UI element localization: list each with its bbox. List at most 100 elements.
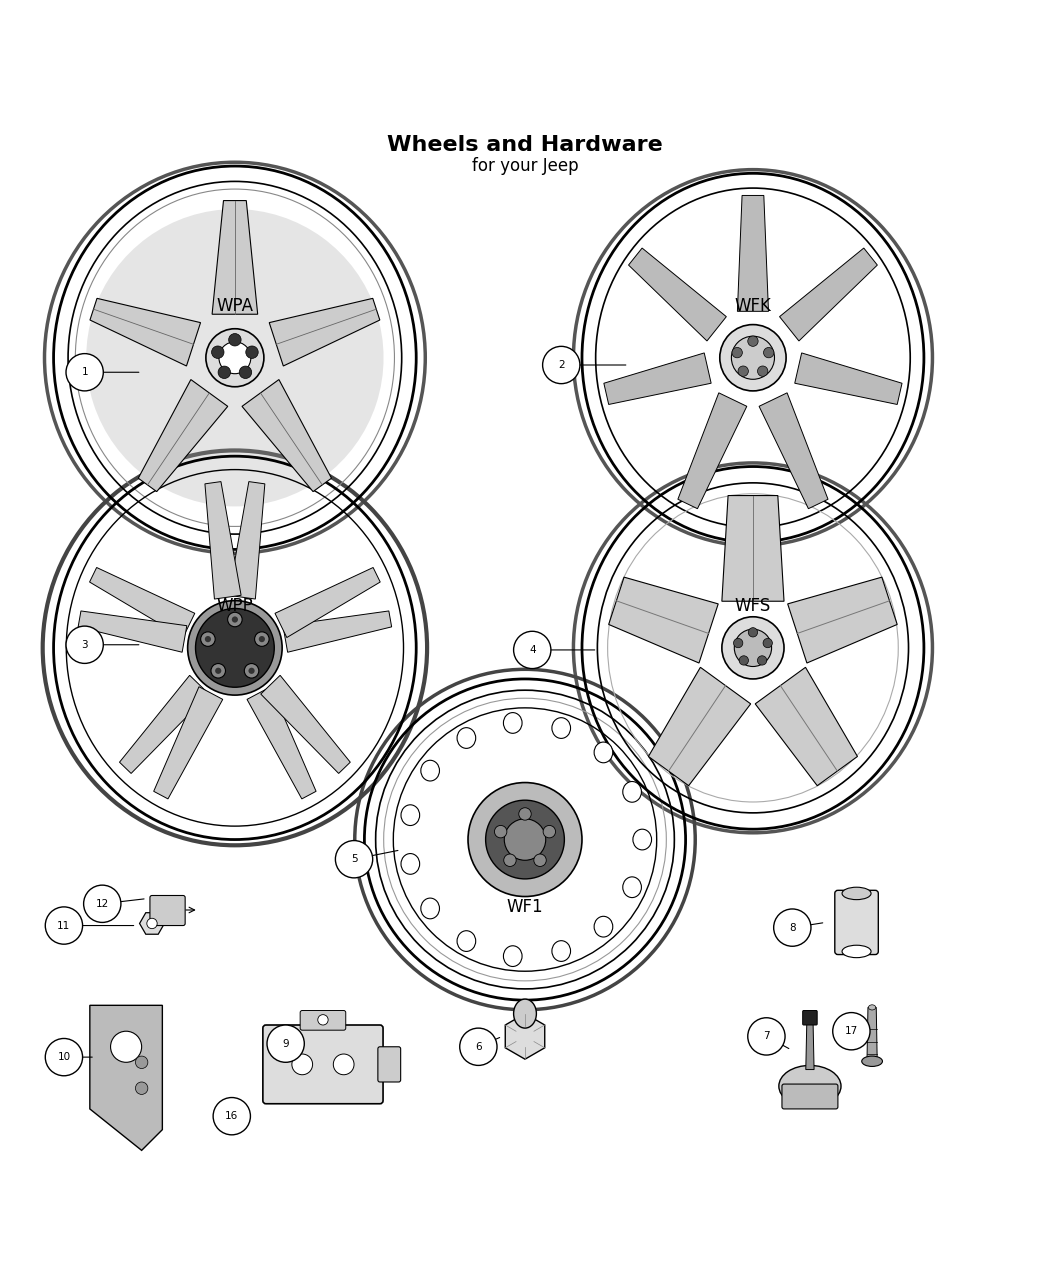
Text: 12: 12 (96, 899, 109, 909)
Polygon shape (604, 353, 711, 404)
Ellipse shape (421, 760, 440, 782)
Polygon shape (779, 249, 878, 340)
Circle shape (757, 366, 768, 376)
Circle shape (215, 668, 222, 674)
Circle shape (229, 334, 242, 346)
Polygon shape (243, 380, 332, 492)
Text: 17: 17 (845, 1026, 858, 1037)
Circle shape (748, 337, 758, 347)
Text: 16: 16 (225, 1112, 238, 1121)
Circle shape (254, 632, 269, 646)
Ellipse shape (457, 931, 476, 951)
Circle shape (211, 663, 226, 678)
Circle shape (495, 825, 507, 838)
Text: 5: 5 (351, 854, 357, 864)
Text: 9: 9 (282, 1039, 289, 1048)
Circle shape (267, 1025, 304, 1062)
Polygon shape (90, 1005, 163, 1150)
Circle shape (84, 885, 121, 922)
Text: WPA: WPA (216, 297, 253, 315)
Polygon shape (609, 578, 718, 663)
Polygon shape (759, 393, 828, 509)
Circle shape (757, 655, 766, 666)
Polygon shape (78, 611, 187, 653)
Text: 11: 11 (58, 921, 70, 931)
Circle shape (213, 1098, 251, 1135)
Ellipse shape (623, 782, 642, 802)
Circle shape (734, 629, 772, 667)
Polygon shape (649, 667, 751, 785)
Text: 8: 8 (789, 923, 796, 932)
Ellipse shape (401, 805, 420, 825)
Polygon shape (282, 611, 392, 653)
Text: WFS: WFS (735, 598, 771, 616)
Polygon shape (120, 676, 209, 774)
Circle shape (147, 918, 157, 928)
Circle shape (211, 346, 224, 358)
Circle shape (246, 346, 258, 358)
Wedge shape (235, 312, 383, 478)
Circle shape (763, 348, 774, 358)
Text: 4: 4 (529, 645, 536, 655)
Text: WFK: WFK (735, 297, 772, 315)
Ellipse shape (457, 728, 476, 748)
Circle shape (543, 825, 555, 838)
Ellipse shape (868, 1005, 876, 1010)
Polygon shape (721, 496, 784, 602)
Polygon shape (678, 393, 747, 509)
Circle shape (188, 601, 282, 695)
Circle shape (66, 626, 103, 663)
Polygon shape (795, 353, 902, 404)
Polygon shape (737, 195, 769, 311)
Polygon shape (229, 482, 265, 599)
Ellipse shape (503, 946, 522, 966)
Ellipse shape (862, 1056, 882, 1066)
Circle shape (519, 808, 531, 820)
Polygon shape (153, 687, 223, 799)
Text: Wheels and Hardware: Wheels and Hardware (387, 135, 663, 156)
Circle shape (739, 655, 749, 666)
Circle shape (205, 636, 211, 643)
Text: 10: 10 (58, 1052, 70, 1062)
Circle shape (218, 366, 231, 379)
Polygon shape (139, 380, 228, 492)
Text: 3: 3 (81, 640, 88, 650)
Ellipse shape (503, 713, 522, 733)
Circle shape (533, 854, 546, 867)
Wedge shape (93, 209, 235, 358)
FancyBboxPatch shape (378, 1047, 401, 1082)
Circle shape (228, 612, 243, 627)
Ellipse shape (779, 1066, 841, 1107)
Text: WF1: WF1 (507, 898, 543, 915)
Ellipse shape (401, 853, 420, 875)
Circle shape (318, 1015, 329, 1025)
Circle shape (738, 366, 749, 376)
Ellipse shape (552, 941, 570, 961)
Polygon shape (212, 200, 257, 314)
Circle shape (232, 616, 238, 622)
Circle shape (734, 639, 742, 648)
Polygon shape (140, 913, 165, 935)
Ellipse shape (594, 742, 613, 762)
Circle shape (732, 337, 775, 379)
Polygon shape (90, 298, 201, 366)
Polygon shape (275, 567, 380, 638)
Ellipse shape (633, 829, 652, 850)
Wedge shape (86, 312, 235, 478)
Wedge shape (235, 209, 376, 358)
Circle shape (335, 840, 373, 878)
Polygon shape (269, 298, 380, 366)
Circle shape (135, 1056, 148, 1068)
Circle shape (543, 347, 580, 384)
Circle shape (245, 663, 258, 678)
Circle shape (239, 366, 252, 379)
Circle shape (66, 353, 103, 391)
Circle shape (774, 909, 811, 946)
Ellipse shape (421, 898, 440, 919)
FancyBboxPatch shape (802, 1011, 817, 1025)
Ellipse shape (552, 718, 570, 738)
Ellipse shape (623, 877, 642, 898)
Ellipse shape (842, 945, 871, 958)
Polygon shape (867, 1007, 878, 1065)
Text: 2: 2 (558, 360, 565, 370)
